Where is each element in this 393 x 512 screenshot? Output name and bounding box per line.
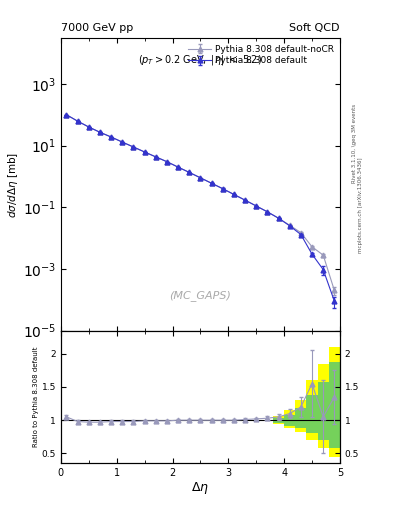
Bar [284,415,295,425]
Bar [284,410,295,428]
Y-axis label: $d\sigma/d\Delta\eta$ [mb]: $d\sigma/d\Delta\eta$ [mb] [6,152,20,218]
Y-axis label: Ratio to Pythia 8.308 default: Ratio to Pythia 8.308 default [33,347,39,447]
Bar [273,416,284,424]
Text: $(p_T > 0.2\ \mathrm{GeV},\ |\eta|\ <\ 5.2)$: $(p_T > 0.2\ \mathrm{GeV},\ |\eta|\ <\ 5… [138,53,263,67]
Bar [329,362,340,448]
Text: Soft QCD: Soft QCD [290,23,340,33]
Text: (MC_GAPS): (MC_GAPS) [169,290,231,301]
Bar [329,347,340,457]
Bar [318,381,329,440]
Legend: Pythia 8.308 default-noCR, Pythia 8.308 default: Pythia 8.308 default-noCR, Pythia 8.308 … [185,41,337,69]
Bar [295,408,307,428]
Text: mcplots.cern.ch [arXiv:1306.3436]: mcplots.cern.ch [arXiv:1306.3436] [358,157,363,252]
Bar [318,364,329,448]
Bar [307,395,318,434]
Bar [307,380,318,440]
Text: 7000 GeV pp: 7000 GeV pp [61,23,133,33]
Bar [295,400,307,432]
Bar [273,418,284,423]
Text: Rivet 3.1.10, \geq 3M events: Rivet 3.1.10, \geq 3M events [352,104,357,183]
X-axis label: $\Delta\eta$: $\Delta\eta$ [191,480,209,496]
